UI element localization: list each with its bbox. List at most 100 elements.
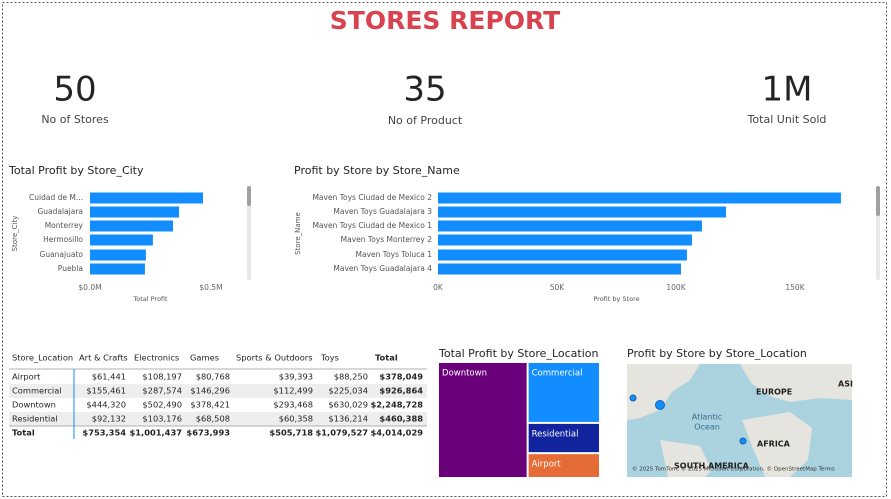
table-cell: $378,421: [190, 400, 230, 410]
table-header: Games: [190, 353, 219, 363]
x-tick-label: $0.0M: [78, 283, 101, 292]
table-row-bg: [9, 384, 427, 398]
table-cell: $225,034: [328, 386, 368, 396]
bar: [90, 206, 180, 218]
table-cell: $39,393: [279, 372, 313, 382]
y-tick-label: Puebla: [58, 264, 83, 273]
treemap-tile: [528, 454, 599, 477]
bar: [90, 263, 145, 275]
scrollbar-thumb[interactable]: [876, 186, 880, 216]
map-label: Atlantic: [692, 413, 722, 422]
bar: [90, 220, 173, 232]
map-label: SOUTH AMERICA: [674, 462, 750, 471]
table-cell: Airport: [12, 372, 41, 382]
table-cell: $155,461: [86, 386, 126, 396]
table-cell: $92,132: [92, 414, 126, 424]
bar: [438, 206, 726, 218]
y-tick-label: Monterrey: [45, 221, 84, 230]
kpi-value: 1M: [762, 70, 813, 110]
table-cell: Total: [12, 428, 35, 438]
kpi-value: 35: [403, 70, 446, 110]
y-axis-title: Store_City: [11, 216, 19, 252]
x-tick-label: 100K: [666, 283, 686, 292]
table-header: Art & Crafts: [79, 353, 128, 363]
y-tick-label: Maven Toys Ciudad de Mexico 1: [312, 221, 432, 230]
kpi-value: 50: [53, 70, 96, 110]
table-header: Toys: [320, 353, 339, 363]
table-cell: $502,490: [142, 400, 182, 410]
table-cell: $1,001,437: [130, 428, 183, 438]
bar: [90, 192, 203, 204]
map-title: Profit by Store by Store_Location: [627, 347, 807, 360]
map-attribution: © 2025 TomTom, © 2025 Microsoft Corporat…: [632, 466, 835, 473]
bar: [438, 192, 841, 204]
map-bubble[interactable]: [629, 394, 637, 402]
bar: [90, 249, 146, 261]
map-bubble[interactable]: [739, 437, 747, 445]
table-cell: $146,296: [190, 386, 230, 396]
y-tick-label: Maven Toys Toluca 1: [356, 250, 433, 259]
bar: [438, 263, 681, 275]
x-tick-label: 50K: [550, 283, 566, 292]
table-cell: $68,508: [196, 414, 230, 424]
map-land: [742, 412, 812, 477]
table-header: Electronics: [134, 353, 179, 363]
y-tick-label: Maven Toys Guadalajara 3: [333, 207, 432, 216]
y-tick-label: Guadalajara: [37, 207, 83, 216]
treemap-label: Residential: [532, 429, 579, 439]
y-axis-title: Store_Name: [294, 212, 302, 255]
table-header: Store_Location: [12, 353, 73, 363]
map-label: AFRICA: [757, 440, 791, 449]
table-cell: $136,214: [328, 414, 368, 424]
table-cell: $1,079,527: [316, 428, 369, 438]
x-axis-title: Total Profit: [132, 295, 168, 303]
table-cell: $378,049: [379, 372, 423, 382]
table-cell: Commercial: [12, 386, 62, 396]
x-tick-label: 0K: [433, 283, 444, 292]
table-cell: $926,864: [379, 386, 423, 396]
chart-title: Profit by Store by Store_Name: [294, 164, 460, 177]
treemap-label: Downtown: [442, 369, 487, 379]
table-cell: $293,468: [273, 400, 313, 410]
report-title: STORES REPORT: [330, 6, 560, 35]
x-tick-label: $0.5M: [199, 283, 222, 292]
treemap-label: Commercial: [532, 369, 583, 379]
table-cell: $460,388: [379, 414, 423, 424]
y-tick-label: Maven Toys Ciudad de Mexico 2: [312, 193, 432, 202]
kpi-label: No of Product: [388, 114, 463, 127]
treemap-label: Airport: [532, 460, 562, 470]
map-label: EUROPE: [756, 388, 792, 397]
map-land: [740, 364, 852, 402]
treemap-tile: [528, 363, 599, 422]
table-header: Total: [375, 353, 398, 363]
table-cell: $60,358: [279, 414, 313, 424]
scrollbar-thumb[interactable]: [247, 186, 251, 206]
map-label: ASI: [838, 380, 853, 389]
bar: [438, 220, 702, 232]
table-cell: $753,354: [82, 428, 126, 438]
y-tick-label: Guanajuato: [40, 250, 84, 259]
bar: [438, 249, 687, 261]
chart-title: Total Profit by Store_City: [8, 164, 144, 177]
y-tick-label: Maven Toys Guadalajara 4: [333, 264, 432, 273]
x-axis-title: Profit by Store: [593, 295, 639, 303]
map-land: [627, 364, 700, 420]
map-bubble[interactable]: [655, 400, 665, 410]
table-cell: $4,014,029: [371, 428, 424, 438]
table-cell: $61,441: [92, 372, 126, 382]
table-header: Sports & Outdoors: [236, 353, 313, 363]
table-cell: $673,993: [186, 428, 230, 438]
treemap-tile: [439, 363, 527, 477]
chart-title: Total Profit by Store_Location: [438, 347, 598, 360]
x-tick-label: 150K: [785, 283, 805, 292]
map: Profit by Store by Store_Location EUROPE…: [627, 347, 853, 477]
table-cell: Downtown: [12, 400, 56, 410]
table-cell: $80,768: [196, 372, 230, 382]
y-tick-label: Maven Toys Monterrey 2: [341, 235, 433, 244]
table-cell: $287,574: [142, 386, 182, 396]
table-cell: $505,718: [269, 428, 313, 438]
table-cell: $88,250: [334, 372, 368, 382]
bar: [90, 234, 153, 246]
table-cell: Residential: [12, 414, 58, 424]
